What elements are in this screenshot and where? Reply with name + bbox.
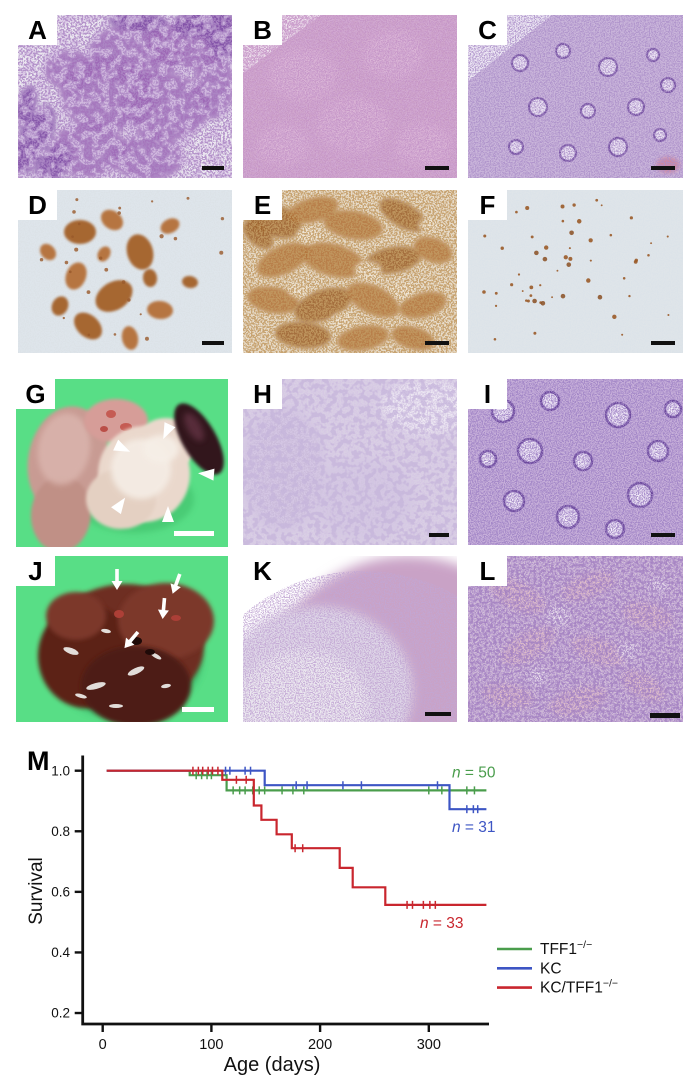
n-count-label: n = 31: [452, 819, 496, 836]
panel-label: H: [243, 379, 282, 409]
panel-k: K: [243, 556, 457, 722]
km-curve-kc: [106, 769, 487, 811]
panel-label: I: [468, 379, 507, 409]
panel-m-survival-plot: M 0.2 0.4 0.6 0.8 1.0 0 100 200 300 Age (days) Sur…: [0, 740, 700, 1081]
panel-f: F: [468, 190, 683, 353]
y-tick-label: 0.6: [51, 885, 70, 900]
legend-label: KC: [540, 960, 562, 977]
scale-bar: [425, 166, 449, 170]
panel-d: D: [18, 190, 232, 353]
micrograph-image: [18, 190, 232, 353]
axes: 0.2 0.4 0.6 0.8 1.0 0 100 200 300: [51, 755, 489, 1053]
panel-label: J: [16, 556, 55, 586]
x-tick-label: 0: [99, 1037, 107, 1053]
micrograph-image: [468, 190, 683, 353]
scale-bar: [651, 341, 675, 345]
panel-l: L: [468, 556, 683, 722]
y-tick-label: 0.4: [51, 945, 70, 960]
arrowhead-icon: [163, 422, 176, 440]
panel-j: J: [16, 556, 228, 722]
micrograph-image: [243, 379, 457, 545]
arrowhead-icon: [111, 497, 126, 515]
km-curve-kctff1: [106, 769, 487, 906]
panel-label: C: [468, 15, 507, 45]
panel-e: E: [243, 190, 457, 353]
y-tick-label: 0.2: [51, 1006, 70, 1021]
legend-label: KC/TFF1−/−: [540, 978, 618, 997]
panel-label: E: [243, 190, 282, 220]
scale-bar: [650, 713, 680, 718]
panel-h: H: [243, 379, 457, 545]
gross-photo: [16, 379, 228, 547]
scale-bar: [425, 341, 449, 345]
panel-label: L: [468, 556, 507, 586]
arrow-icon: [170, 573, 182, 594]
panel-c: C: [468, 15, 683, 178]
x-axis-title: Age (days): [224, 1054, 321, 1076]
survival-chart: 0.2 0.4 0.6 0.8 1.0 0 100 200 300 Age (days) Survi…: [26, 755, 618, 1076]
x-tick-label: 100: [199, 1037, 223, 1053]
scale-bar: [651, 166, 675, 170]
panel-i: I: [468, 379, 683, 545]
x-tick-label: 300: [417, 1037, 441, 1053]
panel-label: M: [27, 746, 50, 776]
scale-bar: [202, 166, 224, 170]
y-tick-label: 0.8: [51, 824, 70, 839]
scale-bar: [651, 533, 675, 537]
n-count-label: n = 33: [420, 915, 464, 932]
legend-label: TFF1−/−: [540, 939, 592, 958]
panel-b: B: [243, 15, 457, 178]
scale-bar: [182, 707, 214, 712]
panel-label: K: [243, 556, 282, 586]
arrow-icon: [124, 630, 140, 649]
n-count-label: n = 50: [452, 765, 496, 782]
panel-label: G: [16, 379, 55, 409]
arrowhead-icon: [162, 506, 174, 522]
scale-bar: [174, 531, 214, 536]
panel-label: F: [468, 190, 507, 220]
panel-label: D: [18, 190, 57, 220]
panel-label: B: [243, 15, 282, 45]
panel-a: A: [18, 15, 232, 178]
y-axis-title: Survival: [26, 857, 47, 925]
y-tick-label: 1.0: [51, 763, 70, 778]
micrograph-image: [243, 556, 457, 722]
arrowhead-icon: [113, 439, 131, 452]
panel-g: G: [16, 379, 228, 547]
panel-label: A: [18, 15, 57, 45]
scale-bar: [202, 341, 224, 345]
arrow-icon: [111, 569, 123, 590]
arrow-icon: [157, 597, 169, 619]
micrograph-image: [18, 15, 232, 178]
scale-bar: [425, 712, 451, 716]
x-tick-label: 200: [308, 1037, 332, 1053]
scale-bar: [429, 533, 449, 537]
arrowhead-icon: [198, 468, 215, 481]
